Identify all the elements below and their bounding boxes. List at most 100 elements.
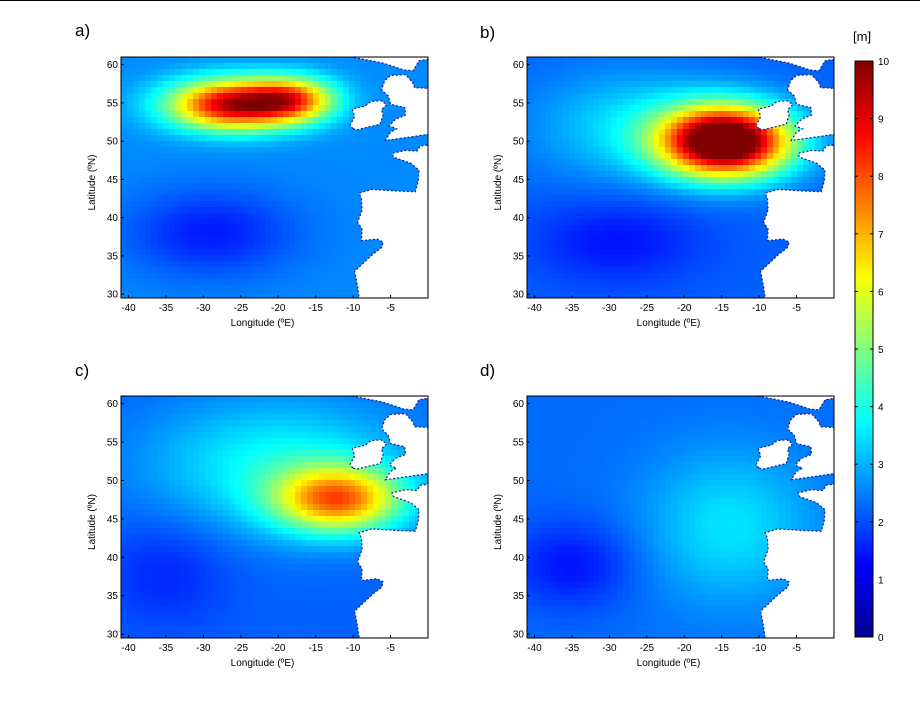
x-tick-label: -40 — [527, 303, 542, 314]
x-tick-label: -5 — [792, 303, 801, 314]
panel-label: a) — [75, 21, 90, 40]
land-mask — [757, 57, 834, 298]
plot-frame — [120, 56, 429, 299]
y-tick-label: 50 — [513, 476, 525, 487]
y-tick-label: 60 — [513, 399, 525, 410]
x-tick-label: -25 — [234, 643, 249, 654]
y-tick-label: 30 — [107, 630, 119, 641]
colorbar-tick-label: 9 — [878, 115, 884, 126]
y-tick-label: 50 — [107, 476, 119, 487]
y-tick-label: 45 — [513, 514, 525, 525]
y-tick-label: 50 — [107, 137, 119, 148]
y-tick-label: 55 — [513, 98, 525, 109]
y-axis-label: Latitude (ºN) — [87, 494, 98, 550]
x-axis-label: Longitude (ºE) — [231, 318, 295, 329]
x-tick-label: -5 — [386, 643, 395, 654]
y-tick-label: 35 — [107, 251, 119, 262]
x-tick-label: -15 — [308, 643, 323, 654]
colorbar-tick-label: 0 — [878, 633, 884, 644]
colorbar-unit: [m] — [853, 29, 871, 44]
y-tick-label: 50 — [513, 137, 525, 148]
x-tick-label: -25 — [640, 303, 655, 314]
y-axis-label: Latitude (ºN) — [493, 494, 504, 550]
x-tick-label: -40 — [121, 643, 136, 654]
map-panel-1: a) -40 -35 -30 -25 -20 -15 -10 -5 30 35 40 45 50 55 60 L… — [75, 21, 429, 329]
y-tick-label: 30 — [107, 290, 119, 301]
map-panel-4: d) -40 -35 -30 -25 -20 -15 -10 -5 30 35 40 45 50 55 60 L… — [480, 361, 835, 669]
map-panel-2: b) -40 -35 -30 -25 -20 -15 -10 -5 30 35 40 45 50 55 60 L… — [480, 23, 835, 329]
land-mask — [349, 99, 388, 131]
plot-frame — [120, 395, 429, 639]
y-tick-label: 55 — [107, 98, 119, 109]
colorbar-tick-label: 1 — [878, 575, 884, 586]
colorbar-tick-label: 4 — [878, 403, 884, 414]
land-mask — [351, 396, 428, 638]
x-tick-label: -5 — [386, 303, 395, 314]
y-tick-label: 35 — [107, 591, 119, 602]
y-tick-label: 35 — [513, 251, 525, 262]
y-tick-label: 40 — [513, 213, 525, 224]
x-tick-label: -10 — [346, 643, 361, 654]
wave-height-field — [527, 396, 834, 638]
y-tick-label: 40 — [107, 213, 119, 224]
x-tick-label: -30 — [602, 303, 617, 314]
x-tick-label: -35 — [565, 643, 580, 654]
x-tick-label: -10 — [752, 303, 767, 314]
x-tick-label: -10 — [752, 643, 767, 654]
y-tick-label: 60 — [107, 60, 119, 71]
x-tick-label: -20 — [271, 303, 286, 314]
x-tick-label: -40 — [121, 303, 136, 314]
panel-label: b) — [480, 23, 495, 42]
y-tick-label: 35 — [513, 591, 525, 602]
x-axis-label: Longitude (ºE) — [231, 658, 295, 669]
y-tick-label: 30 — [513, 290, 525, 301]
y-tick-label: 45 — [107, 514, 119, 525]
y-tick-label: 45 — [513, 175, 525, 186]
y-tick-label: 60 — [513, 60, 525, 71]
land-mask — [755, 439, 794, 470]
wave-height-field — [527, 57, 834, 298]
wave-height-field — [121, 57, 428, 298]
colorbar: 0 1 2 3 4 5 6 7 8 9 10 [m] — [853, 29, 890, 644]
y-tick-label: 55 — [107, 438, 119, 449]
y-tick-label: 45 — [107, 175, 119, 186]
y-axis-label: Latitude (ºN) — [87, 155, 98, 211]
panel-label: c) — [75, 361, 89, 380]
colorbar-tick-label: 2 — [878, 518, 884, 529]
panel-label: d) — [480, 361, 495, 380]
colorbar-tick-label: 3 — [878, 460, 884, 471]
y-tick-label: 55 — [513, 438, 525, 449]
x-tick-label: -15 — [714, 303, 729, 314]
x-tick-label: -25 — [234, 303, 249, 314]
y-tick-label: 30 — [513, 630, 525, 641]
x-tick-label: -40 — [527, 643, 542, 654]
land-mask — [349, 439, 388, 470]
land-mask — [351, 57, 428, 298]
y-tick-label: 40 — [513, 553, 525, 564]
x-tick-label: -15 — [308, 303, 323, 314]
colorbar-tick-label: 7 — [878, 230, 884, 241]
x-axis-label: Longitude (ºE) — [637, 318, 701, 329]
land-mask — [755, 99, 794, 131]
x-tick-label: -5 — [792, 643, 801, 654]
x-axis-label: Longitude (ºE) — [637, 658, 701, 669]
x-tick-label: -35 — [565, 303, 580, 314]
x-tick-label: -25 — [640, 643, 655, 654]
x-tick-label: -20 — [271, 643, 286, 654]
land-mask — [757, 396, 834, 638]
x-tick-label: -35 — [159, 643, 174, 654]
x-tick-label: -35 — [159, 303, 174, 314]
x-tick-label: -20 — [677, 303, 692, 314]
plot-frame — [526, 395, 835, 639]
x-tick-label: -20 — [677, 643, 692, 654]
wave-height-field — [121, 396, 428, 638]
x-tick-label: -15 — [714, 643, 729, 654]
plot-frame — [526, 56, 835, 299]
colorbar-tick-label: 5 — [878, 345, 884, 356]
y-tick-label: 60 — [107, 399, 119, 410]
colorbar-tick-label: 8 — [878, 172, 884, 183]
map-panels: a) -40 -35 -30 -25 -20 -15 -10 -5 30 35 40 45 50 55 60 L… — [75, 21, 835, 669]
y-tick-label: 40 — [107, 553, 119, 564]
map-panel-3: c) -40 -35 -30 -25 -20 -15 -10 -5 30 35 40 45 50 55 60 L… — [75, 361, 429, 669]
x-tick-label: -10 — [346, 303, 361, 314]
